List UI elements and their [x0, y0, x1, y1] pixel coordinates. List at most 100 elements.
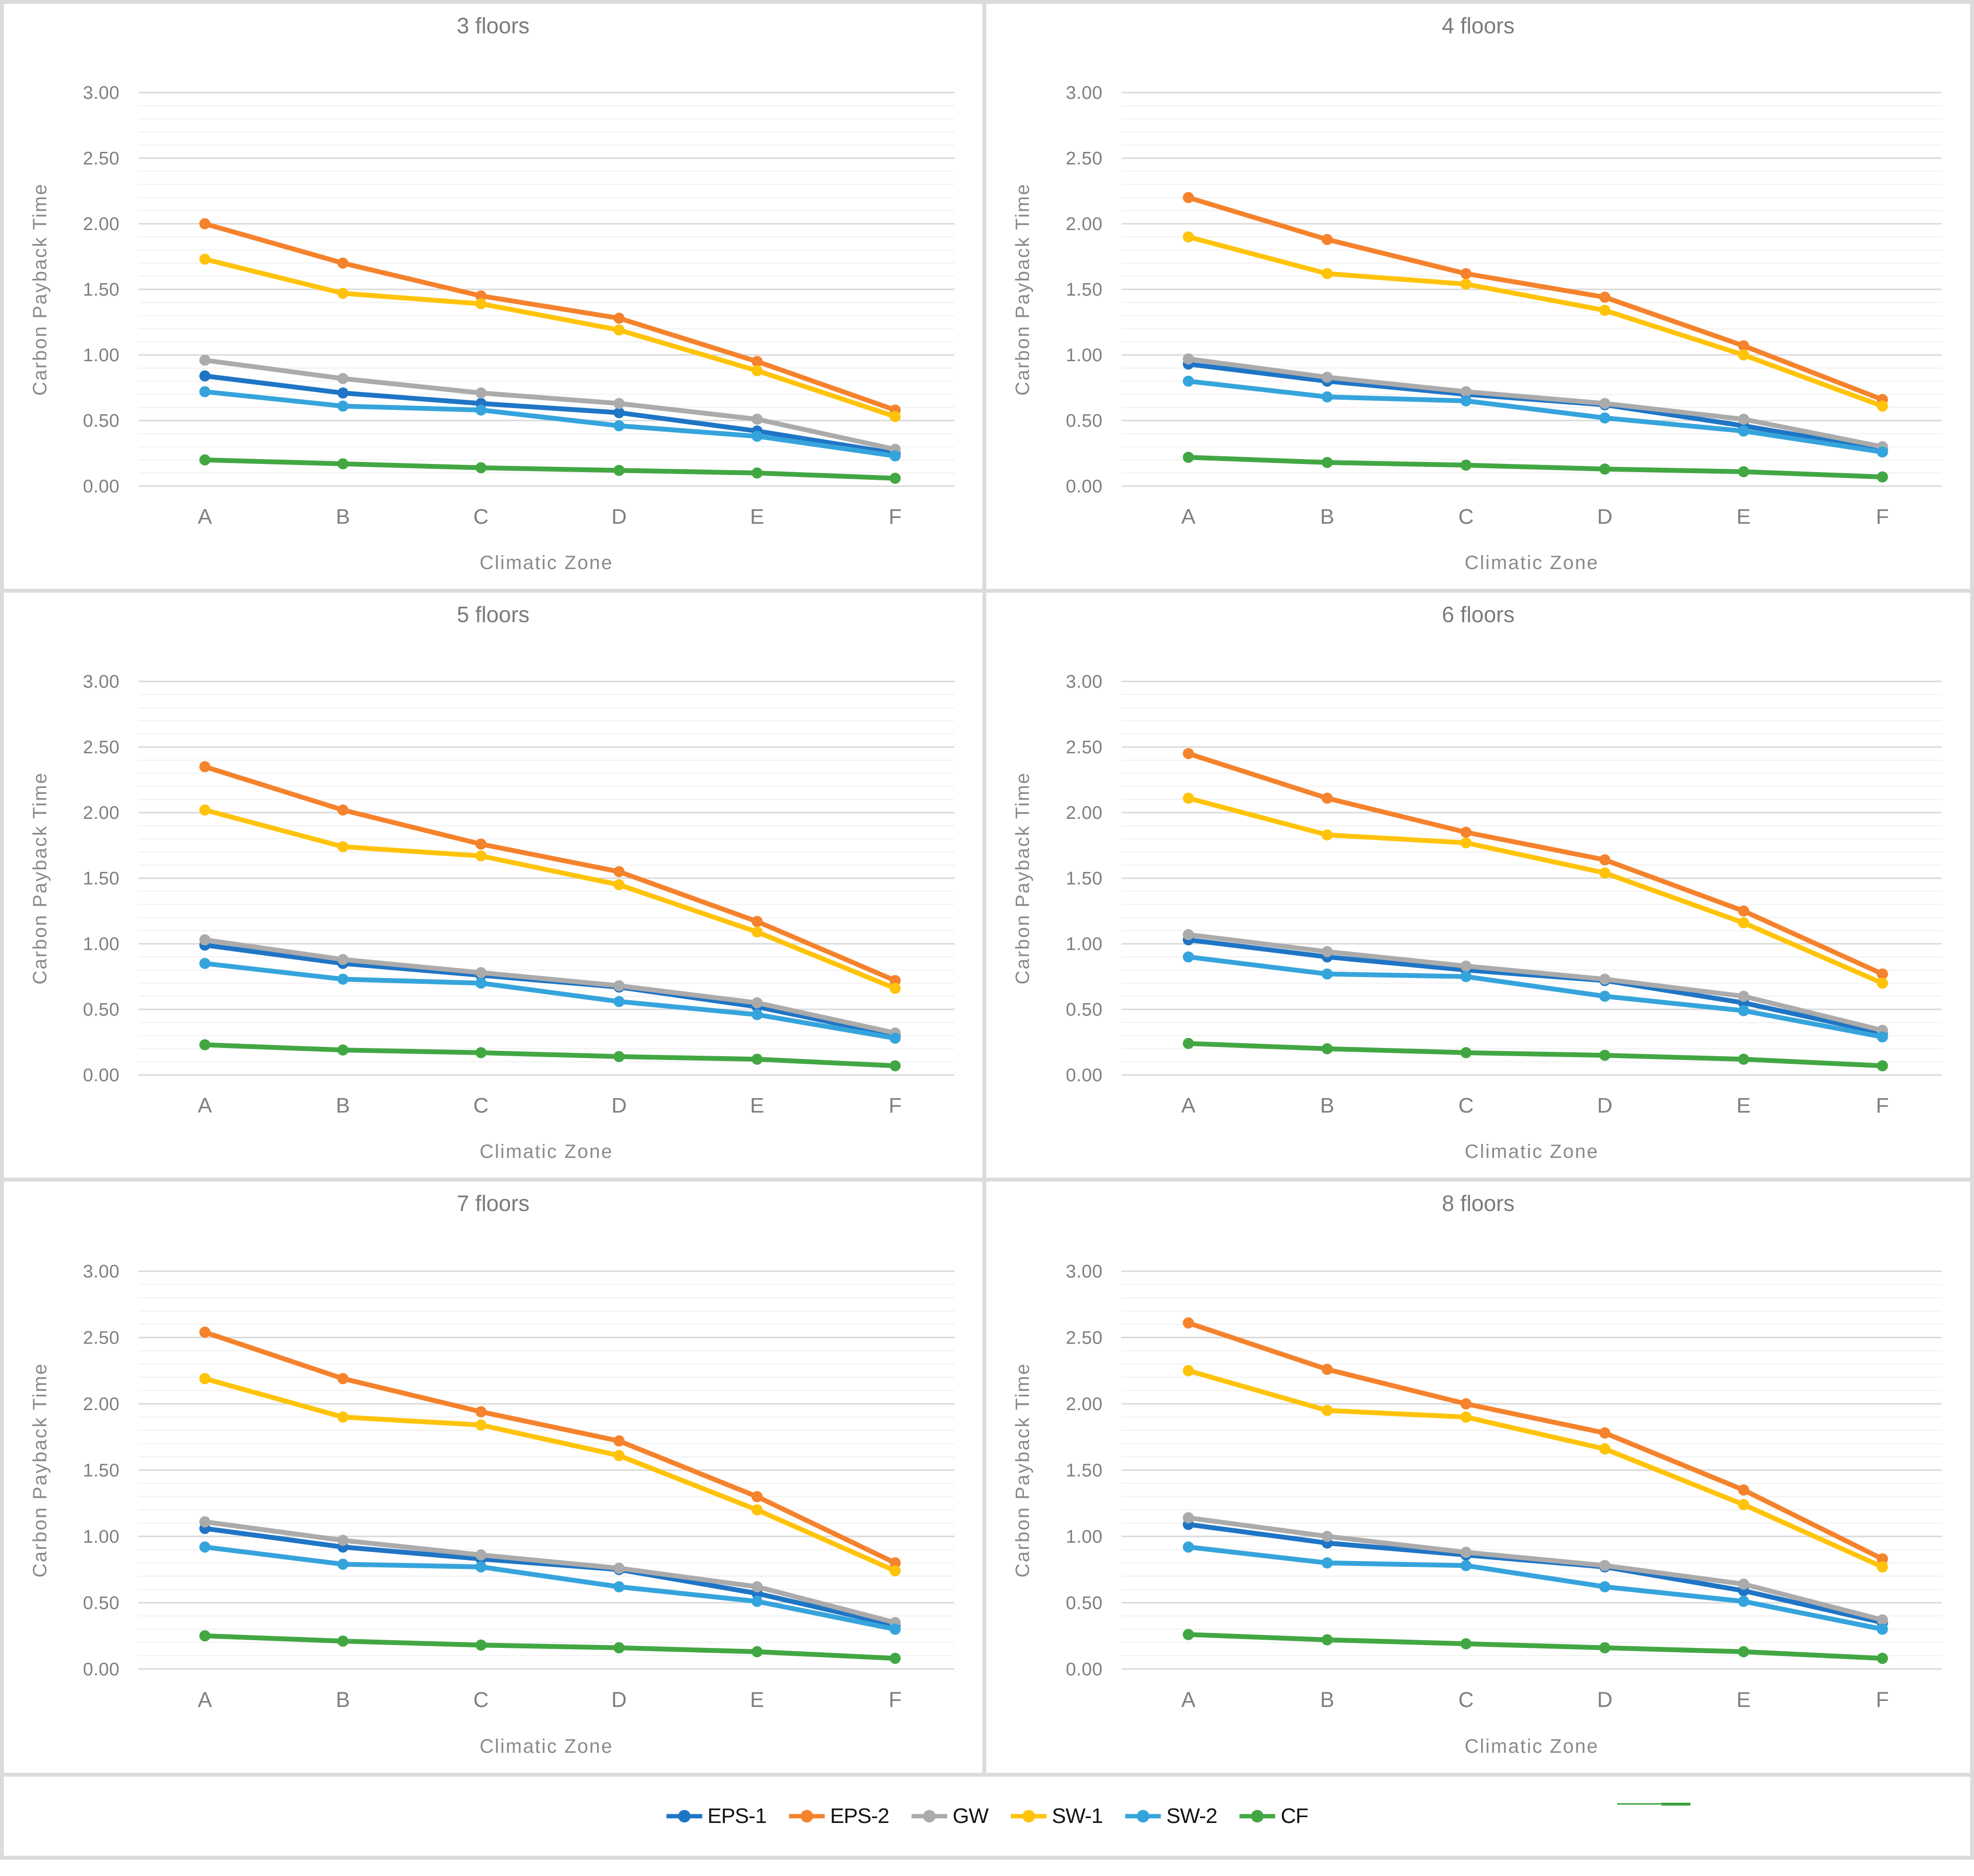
x-category-label: B: [336, 1688, 350, 1712]
y-tick-label: 1.00: [83, 934, 120, 954]
legend-marker-icon: [1125, 1810, 1161, 1822]
series-point-EPS-2: [1183, 192, 1194, 204]
series-point-CF: [751, 1053, 763, 1065]
series-point-EPS-2: [475, 290, 487, 302]
series-point-EPS-2: [1738, 1484, 1749, 1496]
series-line-EPS-2: [202, 764, 898, 983]
series-point-GW: [751, 997, 763, 1008]
series-point-EPS-2: [1738, 905, 1749, 917]
series-line-SW-1: [202, 257, 898, 419]
series-point-SW-1: [751, 365, 763, 377]
x-category-label: D: [612, 1094, 627, 1117]
series-point-CF: [613, 1642, 625, 1654]
series-line-EPS-1: [202, 373, 898, 456]
y-tick-label: 1.00: [1066, 345, 1103, 366]
series-point-GW: [1460, 960, 1472, 972]
series-point-SW-1: [475, 850, 487, 862]
legend-item-sw-2: SW-2: [1125, 1804, 1217, 1828]
series-point-SW-2: [1877, 1031, 1888, 1043]
series-point-SW-1: [1183, 231, 1194, 243]
series-point-CF: [475, 1639, 487, 1651]
x-category-label: F: [889, 1094, 902, 1117]
series-point-SW-2: [337, 1558, 349, 1570]
y-tick-label: 0.00: [1066, 476, 1103, 497]
legend-marker-icon: [666, 1810, 702, 1822]
x-category-label: B: [1320, 1688, 1334, 1712]
legend-panel: EPS-1 EPS-2 GW SW-1 SW-2 CF: [4, 1777, 1970, 1856]
series-point-SW-2: [1321, 968, 1333, 980]
series-point-EPS-2: [1321, 792, 1333, 804]
series-point-CF: [1599, 1642, 1611, 1654]
series-point-GW: [751, 413, 763, 425]
chart-title-7-floors: 7 floors: [457, 1191, 530, 1216]
series-point-EPS-2: [751, 1491, 763, 1502]
series-point-GW: [1599, 1560, 1611, 1571]
series-point-SW-1: [1599, 1443, 1611, 1455]
series-point-GW: [1599, 398, 1611, 409]
x-category-label: E: [750, 1094, 764, 1117]
y-tick-label: 3.00: [83, 672, 120, 692]
series-point-CF: [613, 464, 625, 476]
series-point-EPS-2: [1877, 1553, 1888, 1565]
y-tick-label: 2.50: [83, 1327, 120, 1348]
series-point-SW-1: [1321, 268, 1333, 279]
series-point-SW-1: [1183, 792, 1194, 804]
series-point-SW-1: [1321, 1405, 1333, 1416]
series-point-CF: [475, 462, 487, 474]
series-point-EPS-2: [1183, 1317, 1194, 1329]
line-chart-3-floors: 0.00 0.50 1.00 1.50 2.00 2.50 3.00 A B C D E F Climat…: [29, 83, 955, 573]
x-category-label: D: [1597, 1688, 1613, 1712]
series-line-CF: [202, 1633, 898, 1661]
series-point-GW: [1738, 991, 1749, 1002]
series-point-EPS-2: [1460, 268, 1472, 279]
series-point-GW: [751, 1581, 763, 1592]
y-tick-label: 1.00: [1066, 1526, 1103, 1547]
series-point-CF: [1183, 451, 1194, 463]
y-tick-label: 2.50: [1066, 149, 1103, 169]
series-point-SW-1: [1877, 978, 1888, 989]
series-point-SW-1: [889, 1565, 901, 1577]
series-point-EPS-2: [199, 1326, 211, 1338]
x-category-label: A: [1181, 505, 1196, 529]
series-point-SW-1: [1738, 349, 1749, 361]
series-point-EPS-2: [1599, 291, 1611, 303]
series-point-CF: [889, 1060, 901, 1072]
series-point-EPS-2: [1599, 854, 1611, 866]
series-point-SW-2: [1877, 1623, 1888, 1635]
series-point-CF: [1738, 1646, 1749, 1658]
x-category-label: A: [198, 1094, 212, 1117]
line-chart-4-floors: 0.00 0.50 1.00 1.50 2.00 2.50 3.00 A B C D E F Climat…: [1012, 83, 1942, 573]
series-line-SW-2: [1186, 954, 1885, 1040]
series-point-SW-1: [337, 287, 349, 299]
series-point-SW-2: [889, 450, 901, 462]
series-line-SW-2: [1186, 1544, 1885, 1632]
line-chart-6-floors: 0.00 0.50 1.00 1.50 2.00 2.50 3.00 A B C D E F Climat…: [1012, 672, 1942, 1162]
x-category-label: C: [473, 1094, 489, 1117]
y-tick-label: 1.50: [83, 869, 120, 889]
series-point-EPS-2: [1877, 968, 1888, 980]
series-line-GW: [202, 1519, 898, 1625]
series-point-EPS-2: [475, 1406, 487, 1417]
legend-marker-icon: [912, 1810, 948, 1822]
y-tick-label: 1.00: [1066, 934, 1103, 954]
y-tick-label: 0.00: [83, 1659, 120, 1680]
series-point-SW-2: [1877, 446, 1888, 458]
legend-item-eps-2: EPS-2: [789, 1804, 889, 1828]
series-point-EPS-1: [199, 370, 211, 381]
series-point-CF: [889, 473, 901, 484]
series-point-SW-2: [613, 420, 625, 432]
x-category-label: A: [1181, 1094, 1196, 1117]
series-point-GW: [475, 387, 487, 399]
series-point-EPS-2: [199, 761, 211, 773]
series-line-SW-1: [1186, 234, 1885, 409]
legend-item-label: EPS-2: [830, 1804, 889, 1828]
x-category-label: C: [1458, 505, 1474, 529]
series-point-SW-2: [1183, 375, 1194, 387]
chart-title-8-floors: 8 floors: [1442, 1191, 1515, 1216]
series-point-GW: [1877, 1614, 1888, 1626]
series-point-SW-2: [337, 400, 349, 412]
series-point-GW: [1321, 1531, 1333, 1542]
series-line-CF: [1186, 1632, 1885, 1661]
series-point-SW-1: [889, 983, 901, 994]
series-point-GW: [1183, 1512, 1194, 1523]
